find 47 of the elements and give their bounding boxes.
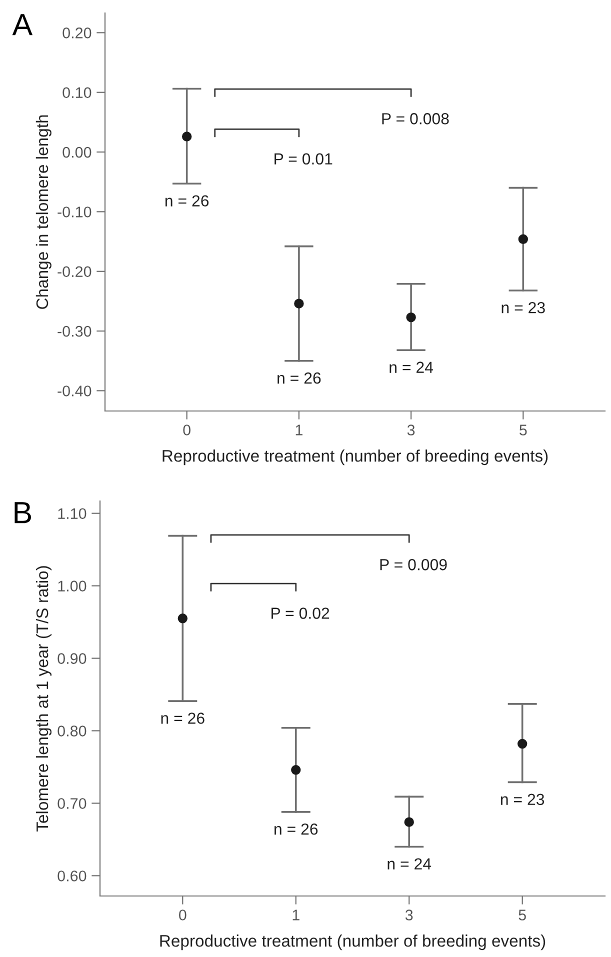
x-tick-label: 3 bbox=[407, 424, 415, 436]
x-tick-label: 3 bbox=[405, 910, 413, 920]
x-tick-label: 1 bbox=[292, 910, 300, 920]
annotation: P = 0.02 bbox=[272, 608, 330, 619]
annotation: n = 23 bbox=[500, 794, 544, 806]
x-tick-label: 5 bbox=[520, 424, 527, 436]
annotation: P = 0.009 bbox=[380, 559, 447, 570]
chart-title: B bbox=[14, 502, 31, 524]
y-tick-label: -0.30 bbox=[58, 326, 92, 337]
point bbox=[291, 765, 301, 775]
y-tick-label: 0.80 bbox=[58, 726, 86, 736]
y-tick-label: -0.20 bbox=[58, 266, 92, 278]
annotation: n = 26 bbox=[274, 823, 318, 835]
x-axis-title: Reproductive treatment (number of breeding events) bbox=[160, 934, 546, 950]
y-tick-label: 1.10 bbox=[58, 508, 86, 520]
annotation: n = 23 bbox=[502, 302, 545, 314]
point bbox=[517, 738, 528, 749]
chart-title: A bbox=[12, 14, 33, 36]
point bbox=[404, 817, 414, 827]
y-tick-label: -0.40 bbox=[58, 386, 92, 396]
y-tick-label: 0.20 bbox=[62, 28, 92, 38]
point bbox=[182, 132, 192, 142]
x-tick-label: 1 bbox=[296, 424, 302, 436]
x-tick-label: 0 bbox=[179, 910, 186, 920]
annotation: n = 26 bbox=[278, 372, 321, 384]
y-axis-title: Change in telomere length bbox=[36, 115, 52, 309]
annotation: n = 26 bbox=[165, 195, 209, 206]
y-tick-label: -0.10 bbox=[58, 206, 92, 218]
point bbox=[294, 298, 304, 308]
x-axis-title: Reproductive treatment (number of breeding events) bbox=[162, 450, 548, 466]
y-tick-label: 0.90 bbox=[58, 653, 86, 664]
y-tick-label: 1.00 bbox=[58, 580, 86, 592]
y-tick-label: 0.60 bbox=[58, 870, 86, 882]
annotation: P = 0.01 bbox=[274, 153, 332, 165]
annotation: n = 24 bbox=[388, 858, 432, 870]
point bbox=[518, 234, 528, 244]
x-tick-label: 5 bbox=[518, 910, 526, 920]
annotation: P = 0.008 bbox=[382, 113, 449, 124]
point bbox=[178, 614, 188, 624]
y-tick-label: 0.10 bbox=[62, 87, 92, 98]
annotation: n = 26 bbox=[161, 712, 204, 724]
annotation: n = 24 bbox=[390, 362, 434, 373]
y-tick-label: 0.70 bbox=[58, 798, 86, 809]
point bbox=[406, 312, 416, 322]
y-tick-label: 0.00 bbox=[62, 146, 92, 158]
y-axis-title: Telomere length at 1 year (T/S ratio) bbox=[36, 566, 52, 832]
x-tick-label: 0 bbox=[183, 424, 190, 436]
